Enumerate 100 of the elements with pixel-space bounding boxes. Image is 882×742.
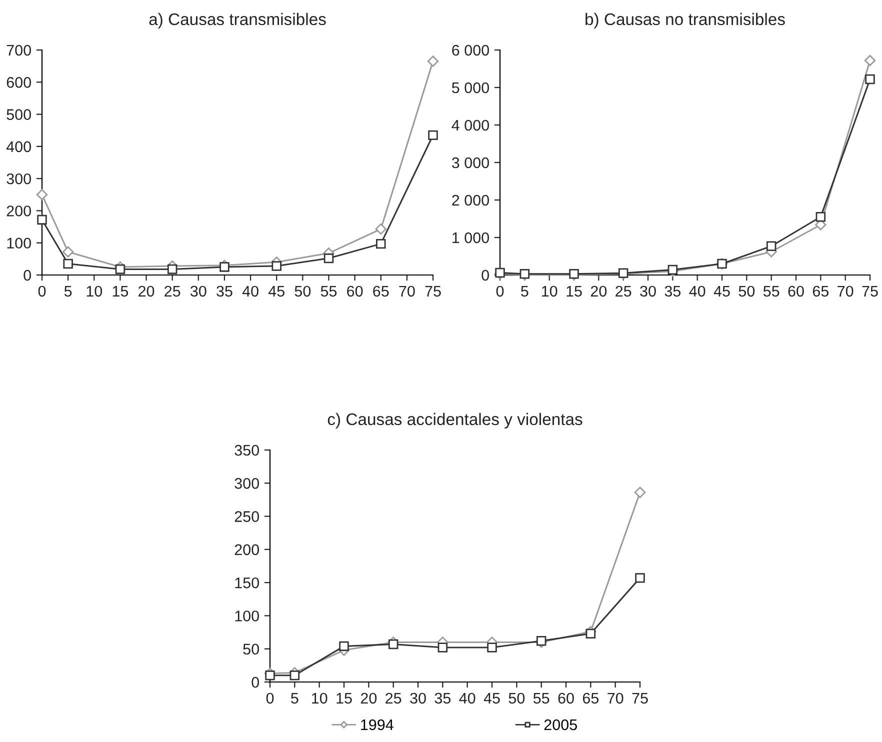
point (635, 573, 645, 583)
y-tick-label: 0 (482, 270, 489, 281)
y-tick-label: 0 (24, 270, 31, 281)
x-tick-label: 55 (533, 692, 550, 704)
point (536, 636, 546, 646)
x-tick-label: 45 (484, 692, 500, 704)
x-tick-label: 60 (347, 286, 363, 297)
x-tick-label: 5 (291, 692, 298, 704)
x-tick-label: 55 (320, 286, 337, 297)
x-tick-label: 35 (434, 692, 451, 704)
y-tick-label: 600 (6, 77, 31, 88)
y-tick-label: 150 (235, 577, 259, 588)
y-tick-label: 700 (6, 44, 31, 56)
legend-label: 2005 (544, 719, 577, 730)
point (428, 130, 438, 140)
y-tick-label: 300 (234, 478, 259, 489)
x-tick-label: 5 (521, 286, 528, 297)
point (265, 670, 275, 680)
x-tick-label: 10 (312, 692, 328, 704)
y-tick-label: 0 (252, 676, 259, 688)
point (766, 241, 776, 251)
y-tick-label: 200 (6, 206, 31, 216)
y-tick-label: 3 000 (452, 157, 489, 168)
x-tick-label: 0 (496, 286, 504, 297)
y-tick-label: 500 (6, 109, 31, 120)
point (865, 74, 875, 84)
x-tick-label: 75 (862, 286, 878, 297)
y-tick-label: 200 (234, 544, 259, 556)
x-tick-label: 35 (664, 286, 681, 297)
chart-title: c) Causas accidentales y violentas (328, 412, 582, 428)
x-tick-label: 70 (838, 286, 854, 297)
x-tick-label: 30 (410, 692, 426, 704)
point (339, 641, 349, 652)
x-tick-label: 25 (616, 286, 632, 297)
x-tick-label: 25 (386, 692, 402, 704)
y-tick-label: 2 000 (452, 194, 489, 206)
point (634, 486, 646, 498)
chart-title: b) Causas no transmisibles (586, 12, 785, 28)
point (167, 264, 178, 274)
x-tick-label: 45 (714, 286, 730, 297)
point (63, 258, 73, 269)
x-tick-label: 75 (632, 692, 648, 704)
x-tick-label: 10 (86, 286, 102, 297)
point (115, 264, 126, 274)
x-tick-label: 50 (294, 286, 311, 297)
x-tick-label: 40 (689, 286, 706, 297)
point (388, 639, 398, 650)
point (272, 261, 282, 271)
point (438, 642, 448, 652)
x-tick-label: 30 (640, 286, 656, 297)
point (324, 253, 334, 264)
x-tick-label: 15 (566, 286, 582, 297)
y-tick-label: 300 (6, 173, 31, 184)
point (220, 262, 230, 272)
point (375, 223, 386, 235)
point (864, 54, 876, 66)
y-tick-label: 100 (7, 238, 31, 249)
y-tick-label: 400 (6, 141, 31, 152)
y-tick-label: 350 (234, 444, 259, 456)
x-tick-label: 60 (788, 286, 804, 297)
x-tick-label: 40 (242, 286, 258, 297)
x-tick-label: 20 (360, 692, 377, 704)
x-tick-label: 20 (138, 286, 154, 297)
point (586, 628, 596, 638)
y-tick-label: 5 000 (452, 82, 489, 94)
y-tick-label: 100 (235, 610, 259, 622)
point (376, 238, 386, 249)
y-tick-label: 1 000 (452, 232, 489, 244)
y-tick-label: 50 (243, 644, 259, 655)
y-tick-label: 6 000 (452, 44, 489, 56)
point (668, 264, 678, 275)
x-tick-label: 65 (582, 692, 599, 704)
x-tick-label: 50 (738, 286, 755, 297)
x-tick-label: 70 (399, 286, 415, 297)
x-tick-label: 60 (558, 692, 574, 704)
x-tick-label: 15 (112, 286, 128, 297)
point (427, 56, 439, 67)
point (487, 642, 497, 652)
x-tick-label: 65 (812, 286, 829, 297)
x-tick-label: 25 (164, 286, 180, 297)
point (62, 246, 74, 258)
chart-title: a) Causas transmisibles (149, 12, 326, 28)
x-tick-label: 40 (459, 692, 476, 704)
x-tick-label: 5 (64, 286, 72, 297)
x-tick-label: 0 (266, 692, 274, 704)
x-tick-label: 50 (508, 692, 525, 704)
point (36, 189, 48, 200)
point (37, 214, 47, 225)
point (290, 670, 300, 680)
x-tick-label: 70 (608, 692, 624, 704)
x-tick-label: 20 (590, 286, 607, 297)
x-tick-label: 45 (268, 286, 284, 297)
x-tick-label: 75 (425, 286, 441, 297)
x-tick-label: 10 (542, 286, 558, 297)
y-tick-label: 4 000 (452, 120, 489, 131)
x-tick-label: 0 (38, 286, 46, 297)
y-tick-label: 250 (234, 511, 259, 522)
point (816, 212, 826, 222)
x-tick-label: 30 (190, 286, 206, 297)
x-tick-label: 35 (216, 286, 232, 297)
